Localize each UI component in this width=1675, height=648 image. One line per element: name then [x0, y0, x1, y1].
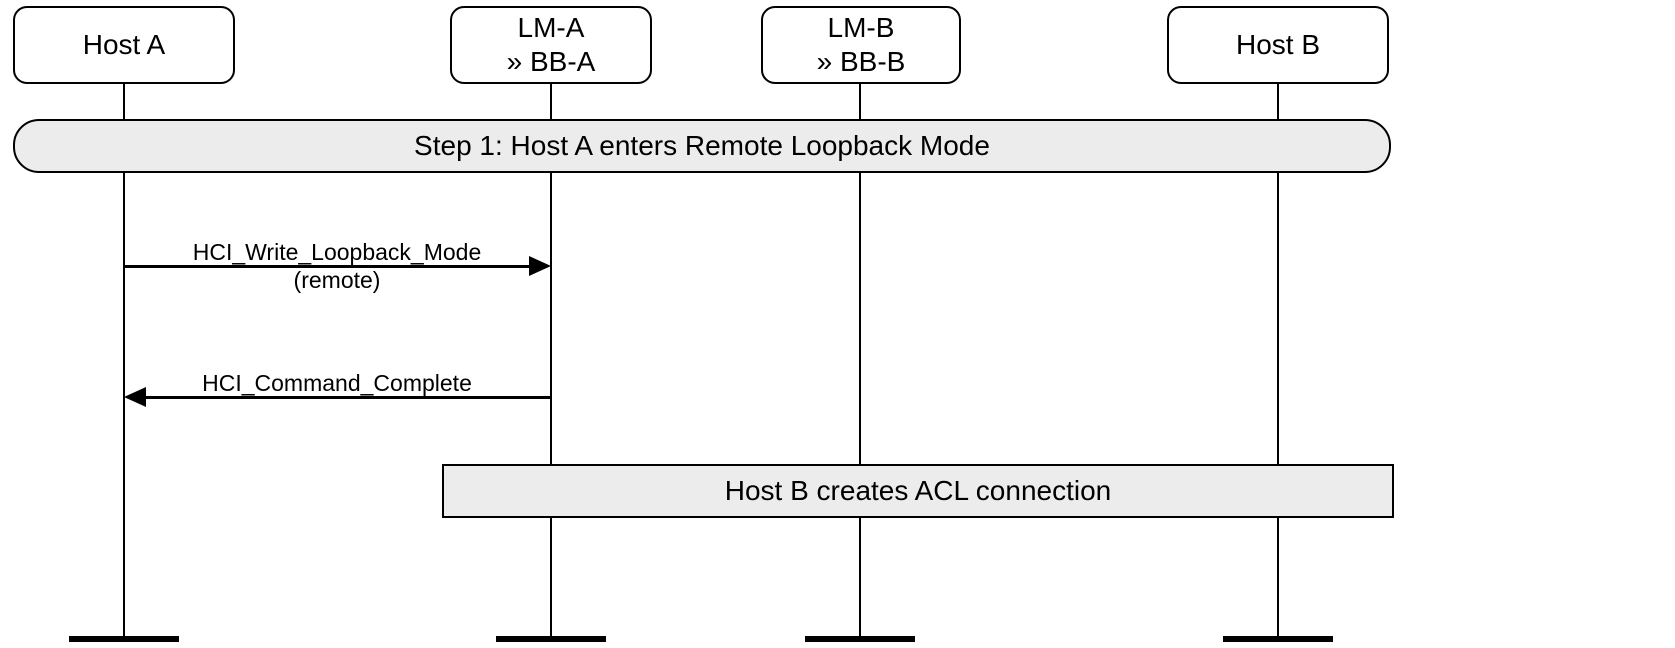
- lifeline-foot-host-a: [69, 636, 179, 642]
- msg-write-loopback-line: [124, 265, 529, 268]
- msg-command-complete-label: HCI_Command_Complete: [202, 370, 472, 397]
- msg-write-loopback-label1: HCI_Write_Loopback_Mode: [193, 239, 482, 266]
- lifeline-label: LM-B » BB-B: [817, 11, 906, 78]
- lifeline-label: Host B: [1236, 28, 1320, 62]
- msg-command-complete-arrowhead: [124, 387, 146, 407]
- lifeline-box-lm-a: LM-A » BB-A: [450, 6, 652, 84]
- step-label: Step 1: Host A enters Remote Loopback Mo…: [414, 130, 990, 162]
- msg-write-loopback-label2: (remote): [294, 267, 381, 294]
- lifeline-foot-lm-b: [805, 636, 915, 642]
- lifeline-box-lm-b: LM-B » BB-B: [761, 6, 961, 84]
- step-bar: Step 1: Host A enters Remote Loopback Mo…: [13, 119, 1391, 173]
- msg-write-loopback-arrowhead: [529, 256, 551, 276]
- msg-command-complete-line: [146, 396, 551, 399]
- lifeline-foot-lm-a: [496, 636, 606, 642]
- note-acl-connection: Host B creates ACL connection: [442, 464, 1394, 518]
- lifeline-label: LM-A » BB-A: [507, 11, 596, 78]
- lifeline-box-host-b: Host B: [1167, 6, 1389, 84]
- lifeline-box-host-a: Host A: [13, 6, 235, 84]
- note-label: Host B creates ACL connection: [725, 475, 1112, 507]
- lifeline-label: Host A: [83, 28, 165, 62]
- lifeline-foot-host-b: [1223, 636, 1333, 642]
